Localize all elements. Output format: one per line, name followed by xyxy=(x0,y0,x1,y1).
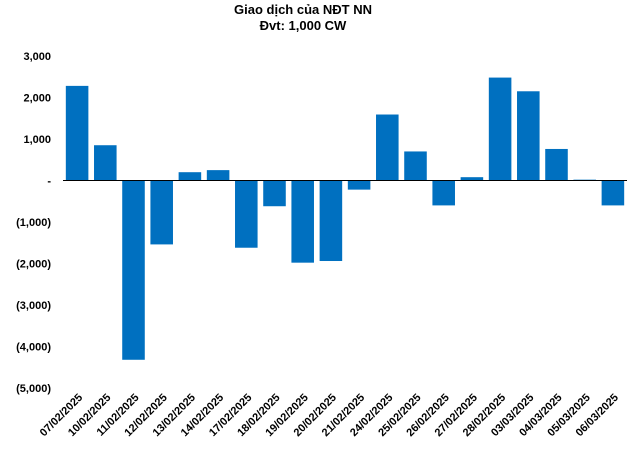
y-tick-label: (1,000) xyxy=(16,217,51,229)
bar xyxy=(235,180,258,248)
bar xyxy=(263,180,286,207)
y-tick-label: 1,000 xyxy=(23,134,51,146)
bar xyxy=(206,170,230,181)
y-tick-label: (4,000) xyxy=(16,342,51,354)
bar xyxy=(432,180,455,206)
y-tick-label: - xyxy=(47,176,51,188)
y-tick-label: (2,000) xyxy=(16,259,51,271)
bar xyxy=(545,148,568,181)
bars xyxy=(65,77,625,360)
bar xyxy=(65,85,89,181)
bar xyxy=(347,180,371,190)
bar xyxy=(178,172,202,181)
bar xyxy=(601,180,625,206)
y-tick-label: 3,000 xyxy=(23,51,51,63)
x-axis: 07/02/202510/02/202511/02/202512/02/2025… xyxy=(38,392,621,439)
bar xyxy=(319,180,343,262)
chart-title: Giao dịch của NĐT NN xyxy=(234,2,372,17)
bar xyxy=(404,151,427,181)
chart-subtitle: Đvt: 1,000 CW xyxy=(260,18,347,33)
bar xyxy=(488,77,512,181)
bar xyxy=(376,114,399,181)
y-tick-label: (3,000) xyxy=(16,300,51,312)
bar xyxy=(291,180,314,263)
bar xyxy=(94,145,117,181)
bar xyxy=(150,180,173,245)
y-tick-label: 2,000 xyxy=(23,93,51,105)
bar xyxy=(517,91,540,181)
y-axis: 3,000 2,000 1,000 - (1,000) (2,000) (3,000) (4,… xyxy=(16,51,51,395)
y-tick-label: (5,000) xyxy=(16,383,51,395)
bar xyxy=(122,180,145,360)
bar xyxy=(460,177,484,181)
